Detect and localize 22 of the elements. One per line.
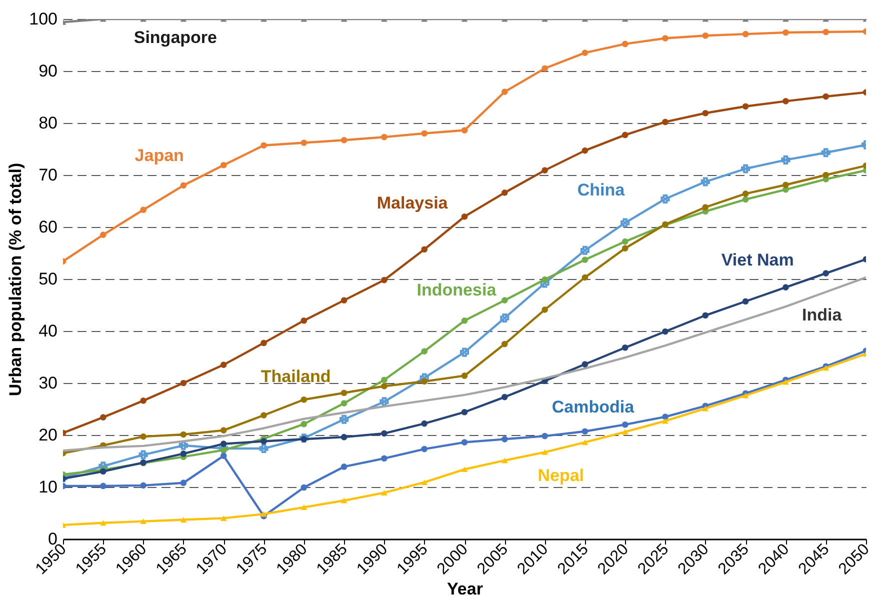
y-tick-label: 20 [38, 426, 58, 444]
series-label: Indonesia [416, 280, 497, 300]
x-axis-title: Year [447, 579, 484, 598]
series-label: Singapore [134, 28, 217, 48]
y-tick-label: 90 [38, 62, 58, 80]
series-label: Japan [134, 146, 184, 165]
series-label: Cambodia [552, 397, 635, 416]
series-label: India [802, 305, 842, 324]
y-tick-label: 30 [38, 374, 58, 392]
y-tick-label: 70 [38, 166, 58, 184]
y-tick-label: 100 [29, 10, 58, 28]
series-label: Malaysia [376, 194, 448, 213]
y-axis-title: Urban population (% of total) [6, 162, 26, 396]
y-tick-label: 80 [38, 114, 58, 132]
y-tick-label: 60 [38, 218, 58, 236]
series-label: Nepal [538, 466, 584, 486]
series-label: China [577, 180, 626, 200]
series-label: Thailand [260, 366, 331, 386]
y-tick-label: 40 [38, 322, 58, 340]
series-label: Viet Nam [721, 250, 794, 270]
y-tick-label: 10 [38, 478, 58, 496]
y-tick-label: 50 [38, 270, 58, 288]
